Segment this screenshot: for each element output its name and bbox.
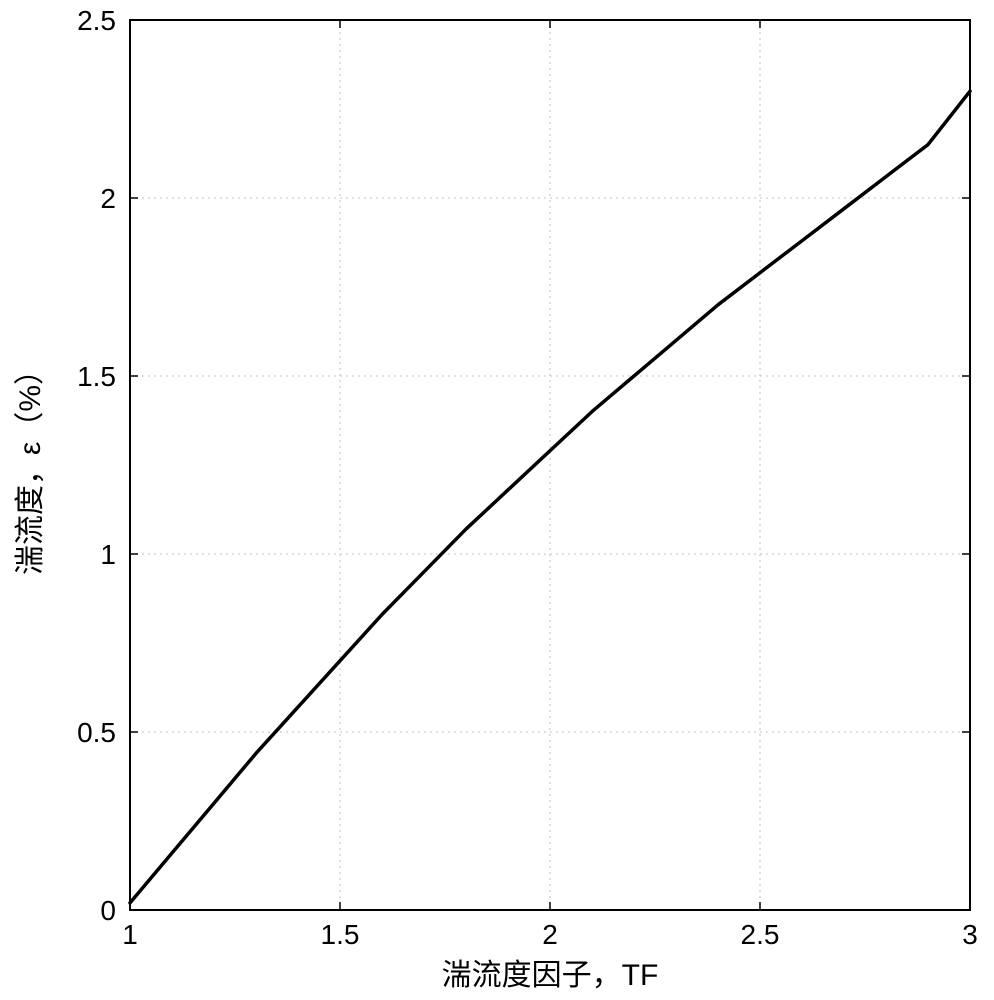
x-tick-label: 2: [542, 919, 558, 950]
x-axis-label: 湍流度因子，TF: [442, 959, 659, 992]
y-tick-label: 0.5: [77, 717, 116, 748]
y-tick-label: 2.5: [77, 5, 116, 36]
chart-svg: 1 1.5 2 2.5 3 0 0.5 1 1.5 2 2.5 湍流度因子，TF 湍流度，ε（%）: [0, 0, 994, 1000]
x-tick-label: 2.5: [741, 919, 780, 950]
y-tick-label: 0: [100, 895, 116, 926]
chart-container: 1 1.5 2 2.5 3 0 0.5 1 1.5 2 2.5 湍流度因子，TF 湍流度，ε（%）: [0, 0, 994, 1000]
y-tick-label: 1: [100, 539, 116, 570]
x-tick-label: 1: [122, 919, 138, 950]
y-tick-label: 2: [100, 183, 116, 214]
y-tick-label: 1.5: [77, 361, 116, 392]
x-tick-label: 1.5: [321, 919, 360, 950]
y-axis-label: 湍流度，ε（%）: [14, 355, 47, 575]
x-tick-label: 3: [962, 919, 978, 950]
